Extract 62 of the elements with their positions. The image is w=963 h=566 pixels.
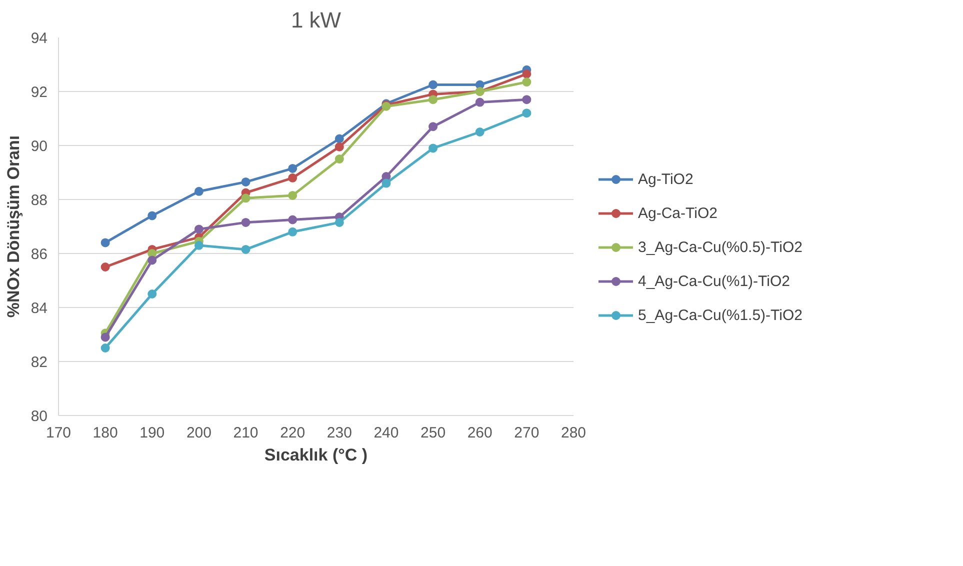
legend-label: Ag-Ca-TiO2 [638, 204, 718, 222]
point [428, 80, 438, 90]
legend-label: Ag-TiO2 [638, 170, 694, 188]
legend-label: 4_Ag-Ca-Cu(%1)-TiO2 [638, 272, 790, 290]
x-tick-label: 220 [280, 424, 306, 442]
point [241, 244, 250, 254]
x-tick-label: 190 [140, 424, 165, 442]
point [194, 186, 204, 196]
y-tick-label: 88 [30, 192, 48, 209]
y-tick-label: 92 [30, 84, 48, 101]
y-tick-label: 82 [30, 354, 48, 371]
x-tick-label: 280 [560, 424, 586, 442]
x-tick-label: 210 [233, 424, 258, 442]
y-tick-label: 80 [30, 408, 48, 425]
point [288, 164, 298, 173]
point [428, 95, 438, 104]
legend-label: 5_Ag-Ca-Cu(%1.5)-TiO2 [638, 306, 802, 324]
x-tick-label: 240 [374, 424, 399, 442]
point [288, 215, 298, 224]
point [475, 128, 484, 136]
point [428, 144, 438, 153]
y-tick-label: 84 [30, 300, 48, 317]
x-tick-label: 230 [326, 424, 352, 442]
point [241, 194, 250, 203]
point [475, 98, 484, 107]
point [334, 218, 344, 227]
point [148, 211, 157, 220]
legend-label: 3_Ag-Ca-Cu(%0.5)-TiO2 [638, 238, 802, 256]
x-tick-label: 200 [186, 424, 212, 442]
point [334, 154, 344, 164]
point [522, 69, 532, 78]
point [194, 240, 204, 250]
y-tick-label: 94 [30, 30, 48, 47]
y-tick-label: 90 [30, 138, 48, 155]
x-tick-label: 270 [514, 424, 540, 442]
point [100, 262, 110, 272]
point [288, 190, 298, 200]
y-tick-label: 86 [30, 246, 48, 263]
point [522, 108, 532, 118]
point [148, 256, 157, 265]
x-axis-title: Sıcaklık (°C ) [264, 446, 368, 464]
point [334, 142, 344, 152]
x-tick-label: 180 [92, 424, 118, 442]
y-axis-title: %NOx Dönüşüm Oranı [4, 135, 23, 318]
point [288, 227, 298, 236]
x-tick-label: 170 [46, 424, 72, 442]
point [194, 224, 204, 234]
chart-title: 1 kW [290, 8, 342, 32]
point [288, 173, 298, 182]
point [100, 238, 110, 248]
x-tick-label: 260 [467, 424, 492, 442]
point [100, 332, 110, 342]
x-tick-label: 250 [420, 424, 446, 442]
point [241, 218, 250, 227]
point [241, 177, 250, 186]
point [522, 78, 532, 87]
point [334, 134, 344, 144]
point [428, 122, 438, 132]
point [382, 178, 391, 188]
point [148, 290, 157, 298]
point [100, 344, 110, 352]
point [522, 95, 532, 104]
